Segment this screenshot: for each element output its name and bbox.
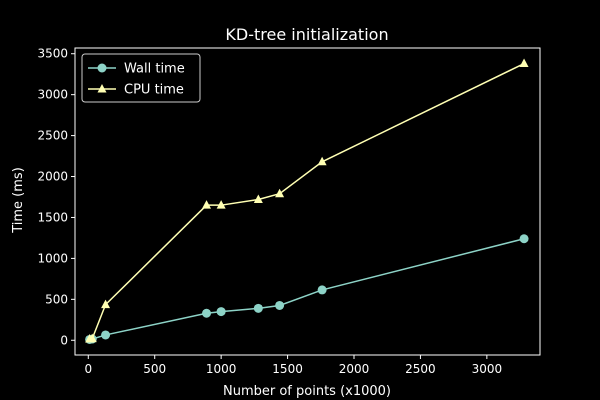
x-tick-label: 0 <box>84 362 92 376</box>
x-tick-label: 2000 <box>339 362 370 376</box>
y-tick-label: 3000 <box>37 88 68 102</box>
y-tick-label: 500 <box>45 292 68 306</box>
plot-frame <box>74 47 541 356</box>
y-tick-label: 2500 <box>37 129 68 143</box>
x-tick-label: 2500 <box>405 362 436 376</box>
wall-time-point <box>101 330 111 340</box>
cpu-time-point <box>253 194 263 203</box>
wall-time-point <box>202 308 212 318</box>
y-axis-label: Time (ms) <box>11 167 26 234</box>
y-tick-label: 2000 <box>37 170 68 184</box>
legend-marker-wall-time <box>97 63 107 73</box>
y-tick-label: 1000 <box>37 251 68 265</box>
chart-title: KD-tree initialization <box>225 25 388 44</box>
legend-label-wall-time: Wall time <box>124 62 185 77</box>
wall-time-point <box>253 303 263 313</box>
legend-box <box>81 53 201 103</box>
x-tick-label: 1500 <box>272 362 303 376</box>
cpu-time-point <box>519 58 529 68</box>
wall-time-line <box>89 238 525 341</box>
wall-time-point <box>519 234 529 244</box>
legend-marker-cpu-time <box>97 84 107 93</box>
cpu-time-point <box>216 200 226 209</box>
cpu-time-point <box>317 156 327 166</box>
cpu-time-point <box>87 333 97 343</box>
cpu-time-point <box>275 188 285 198</box>
wall-time-point <box>317 285 327 295</box>
cpu-time-line <box>89 62 525 340</box>
x-tick-label: 3000 <box>472 362 503 376</box>
ticks-layer: 0 500 1000 1500 2000 2500 3000 0 500 1000 1500 2000… <box>37 47 502 376</box>
y-tick-label: 3500 <box>37 47 68 61</box>
y-tick-label: 0 <box>60 333 68 347</box>
legend: Wall time CPU time <box>81 53 201 103</box>
y-tick-label: 1500 <box>37 210 68 224</box>
legend-label-cpu-time: CPU time <box>124 83 184 98</box>
wall-time-point <box>216 307 226 317</box>
x-axis-label: Number of points (x1000) <box>223 384 391 399</box>
series-layer <box>85 58 529 344</box>
cpu-time-point <box>202 200 212 209</box>
cpu-time-point <box>101 299 111 309</box>
x-tick-label: 500 <box>143 362 166 376</box>
x-tick-label: 1000 <box>206 362 237 376</box>
wall-time-point <box>275 300 285 310</box>
